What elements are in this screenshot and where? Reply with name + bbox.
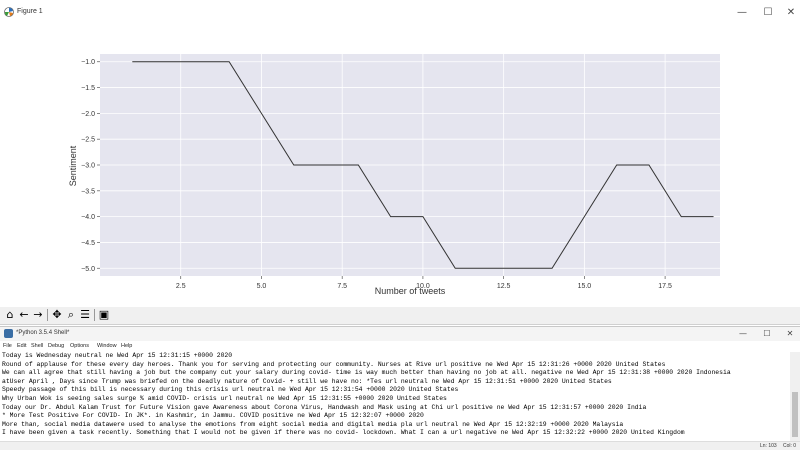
shell-line: Today is Wednesday neutral ne Wed Apr 15… bbox=[2, 352, 233, 359]
shell-line: Round of applause for these every day he… bbox=[2, 360, 666, 368]
series-layer bbox=[132, 61, 714, 269]
x-tick-label: 2.5 bbox=[176, 283, 186, 290]
back-arrow-icon[interactable]: ← bbox=[19, 308, 29, 321]
x-tick-label: 10.0 bbox=[416, 283, 430, 290]
axis-ticks: 2.5 5.0 7.5 10.0 12.5 15.0 17.5 −1.0 −1.5 −2.0 −2.… bbox=[81, 59, 672, 290]
home-icon[interactable]: ⌂ bbox=[6, 308, 14, 321]
y-tick-label: −4.0 bbox=[81, 214, 95, 221]
figure-toolbar: ⌂ ← → ✥ ⌕ ☰ ▣ bbox=[0, 307, 800, 324]
x-tick-label: 12.5 bbox=[497, 283, 511, 290]
x-tick-label: 15.0 bbox=[578, 283, 592, 290]
line-number-status: Ln: 103 bbox=[760, 443, 777, 449]
y-tick-label: −1.0 bbox=[81, 59, 95, 66]
x-tick-label: 17.5 bbox=[658, 283, 672, 290]
shell-close-icon[interactable]: ✕ bbox=[786, 329, 794, 338]
menu-shell[interactable]: Shell bbox=[31, 343, 44, 349]
minimize-icon[interactable]: — bbox=[737, 7, 747, 18]
maximize-icon[interactable]: ☐ bbox=[763, 7, 773, 18]
shell-statusbar: Ln: 103 Col: 0 bbox=[0, 441, 800, 450]
figure-window: Figure 1 — ☐ ✕ 2.5 5.0 7.5 10.0 12.5 15.0 17.5… bbox=[0, 0, 800, 325]
x-tick-label: 7.5 bbox=[337, 283, 347, 290]
scrollbar-thumb[interactable] bbox=[792, 392, 798, 437]
y-tick-label: −5.0 bbox=[81, 266, 95, 273]
shell-menubar: File Edit Shell Debug Options Window Hel… bbox=[0, 342, 800, 352]
toolbar-divider bbox=[47, 309, 48, 321]
shell-output[interactable]: Today is Wednesday neutral ne Wed Apr 15… bbox=[2, 352, 788, 442]
shell-line: Why Urban Wok is seeing sales surge % am… bbox=[2, 395, 447, 402]
column-number-status: Col: 0 bbox=[783, 443, 797, 449]
line-chart: 2.5 5.0 7.5 10.0 12.5 15.0 17.5 −1.0 −1.5 −2.0 −2.… bbox=[68, 54, 720, 296]
x-axis-label: Number of tweets bbox=[375, 286, 446, 296]
shell-line: * More Test Positive For COVID- In JK*. … bbox=[2, 412, 424, 420]
shell-line: More than, social media datawere used to… bbox=[2, 420, 624, 428]
grid-lines bbox=[100, 54, 720, 276]
menu-debug[interactable]: Debug bbox=[48, 343, 65, 349]
menu-window[interactable]: Window bbox=[97, 343, 117, 349]
shell-line: Today our Dr. Abdul Kalam Trust for Futu… bbox=[2, 403, 647, 411]
y-tick-label: −2.5 bbox=[81, 137, 95, 144]
shell-line: Speedy passage of this bill is necessary… bbox=[2, 386, 459, 394]
figure-titlebar: Figure 1 — ☐ ✕ bbox=[0, 0, 800, 28]
y-tick-label: −3.0 bbox=[81, 163, 95, 170]
shell-titlebar: *Python 3.5.4 Shell* — ☐ ✕ bbox=[0, 327, 800, 341]
shell-minimize-icon[interactable]: — bbox=[739, 329, 747, 338]
y-tick-label: −2.0 bbox=[81, 111, 95, 118]
shell-scrollbar[interactable] bbox=[790, 352, 800, 442]
shell-line: I have been given a task recently. Somet… bbox=[2, 429, 685, 437]
python-shell-window: *Python 3.5.4 Shell* — ☐ ✕ File Edit She… bbox=[0, 326, 800, 450]
menu-file[interactable]: File bbox=[3, 343, 12, 349]
pan-icon[interactable]: ✥ bbox=[52, 308, 62, 321]
x-tick-label: 5.0 bbox=[257, 283, 267, 290]
figure-title: Figure 1 bbox=[17, 8, 43, 15]
toolbar-divider bbox=[94, 309, 95, 321]
shell-line: atUser April , Days since Trump was brie… bbox=[2, 377, 612, 385]
y-axis-label: Sentiment bbox=[68, 145, 78, 186]
forward-arrow-icon[interactable]: → bbox=[33, 308, 43, 321]
menu-help[interactable]: Help bbox=[121, 343, 133, 349]
shell-line: We can all agree that still having a job… bbox=[2, 369, 731, 377]
shell-maximize-icon[interactable]: ☐ bbox=[763, 329, 771, 338]
save-icon[interactable]: ▣ bbox=[98, 308, 110, 321]
y-tick-label: −1.5 bbox=[81, 85, 95, 92]
y-tick-label: −3.5 bbox=[81, 188, 95, 195]
sentiment-series-line bbox=[132, 61, 714, 269]
shell-title: *Python 3.5.4 Shell* bbox=[16, 330, 70, 336]
zoom-icon[interactable]: ⌕ bbox=[67, 308, 75, 321]
menu-edit[interactable]: Edit bbox=[17, 343, 27, 349]
subplots-icon[interactable]: ☰ bbox=[80, 308, 90, 321]
python-icon bbox=[4, 329, 13, 338]
matplotlib-icon bbox=[4, 7, 14, 17]
menu-options[interactable]: Options bbox=[70, 343, 89, 349]
y-tick-label: −4.5 bbox=[81, 240, 95, 247]
close-icon[interactable]: ✕ bbox=[786, 7, 796, 18]
